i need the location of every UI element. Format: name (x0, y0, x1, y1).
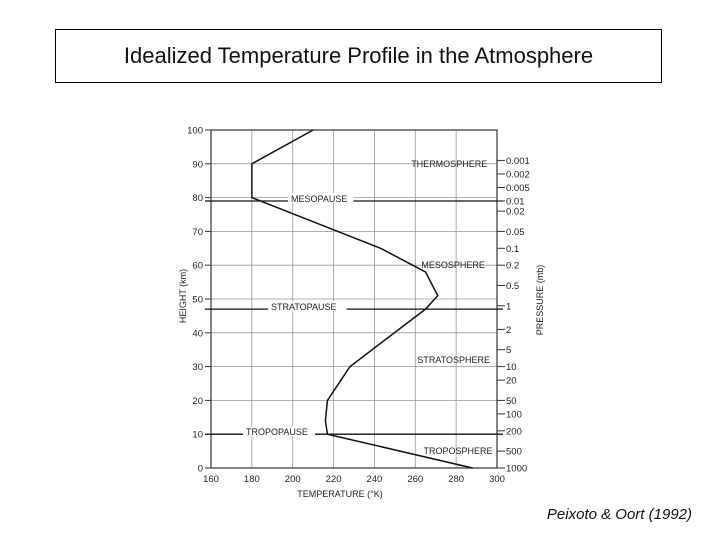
pressure-tick-label: 0.001 (506, 156, 530, 167)
pressure-tick-label: 0.1 (506, 244, 519, 255)
pressure-tick-label: 10 (506, 362, 517, 373)
boundary-label: TROPOPAUSE (246, 427, 308, 437)
x-axis-label: TEMPERATURE (°K) (297, 489, 382, 499)
y-tick-label: 40 (192, 328, 203, 339)
slide-title: Idealized Temperature Profile in the Atm… (123, 43, 594, 68)
y-axis-label: HEIGHT (km) (178, 269, 188, 323)
pressure-tick-label: 500 (506, 447, 522, 458)
boundary-label-bg (243, 426, 315, 437)
pressure-tick-label: 0.5 (506, 281, 519, 292)
y-tick-label: 100 (187, 126, 203, 137)
pressure-tick-label: 0.005 (506, 183, 530, 194)
boundary-label-bg (268, 301, 347, 312)
y-tick-label: 70 (192, 227, 203, 238)
slide-title-box: Idealized Temperature Profile in the Atm… (55, 29, 662, 83)
y-axis: 0 10 20 30 40 50 60 70 80 90 100 (187, 126, 211, 475)
pressure-tick-label: 1 (506, 301, 511, 312)
pressure-tick-label: 0.02 (506, 207, 525, 218)
pressure-tick-label: 50 (506, 396, 517, 407)
y-tick-label: 0 (198, 464, 203, 475)
citation: Peixoto & Oort (1992) (546, 506, 692, 523)
x-axis: 160 180 200 220 240 260 280 300 (203, 474, 505, 485)
temperature-series (251, 129, 473, 469)
layer-label: TROPOSPHERE (423, 446, 492, 456)
y-tick-label: 60 (192, 261, 203, 272)
layer-label: STRATOSPHERE (417, 355, 490, 365)
y-tick-label: 90 (192, 159, 203, 170)
pressure-tick-label: 5 (506, 345, 511, 356)
boundary-label-bg (288, 192, 354, 203)
pressure-axis-label: PRESSURE (mb) (535, 265, 545, 336)
layer-label: MESOSPHERE (421, 260, 485, 270)
chart-grid (210, 129, 498, 469)
y-tick-label: 10 (192, 430, 203, 441)
x-tick-label: 160 (203, 474, 219, 485)
boundary-label: STRATOPAUSE (271, 302, 337, 312)
x-tick-label: 240 (366, 474, 382, 485)
pressure-tick-label: 1000 (506, 464, 527, 475)
boundary-lines (205, 200, 503, 435)
pressure-axis: 10005002001005020105210.50.20.10.050.020… (497, 156, 530, 475)
boundary-label: MESOPAUSE (291, 194, 347, 204)
y-tick-label: 80 (192, 193, 203, 204)
pressure-tick-label: 0.01 (506, 196, 525, 207)
pressure-tick-label: 0.2 (506, 261, 519, 272)
pressure-tick-label: 0.05 (506, 227, 525, 238)
x-tick-label: 220 (326, 474, 342, 485)
layer-label: THERMOSPHERE (411, 159, 487, 169)
x-tick-label: 300 (489, 474, 505, 485)
layer-labels: TROPOPAUSE STRATOPAUSE MESOPAUSE TROPOSPHER… (243, 159, 492, 456)
pressure-tick-label: 200 (506, 426, 522, 437)
x-tick-label: 280 (448, 474, 464, 485)
pressure-tick-label: 0.002 (506, 169, 530, 180)
y-tick-label: 50 (192, 295, 203, 306)
x-tick-label: 180 (244, 474, 260, 485)
x-tick-label: 260 (407, 474, 423, 485)
y-tick-label: 30 (192, 362, 203, 373)
y-tick-label: 20 (192, 396, 203, 407)
temperature-profile-line (251, 129, 473, 469)
pressure-tick-label: 100 (506, 409, 522, 420)
pressure-tick-label: 20 (506, 376, 517, 387)
pressure-tick-label: 2 (506, 325, 511, 336)
x-tick-label: 200 (285, 474, 301, 485)
